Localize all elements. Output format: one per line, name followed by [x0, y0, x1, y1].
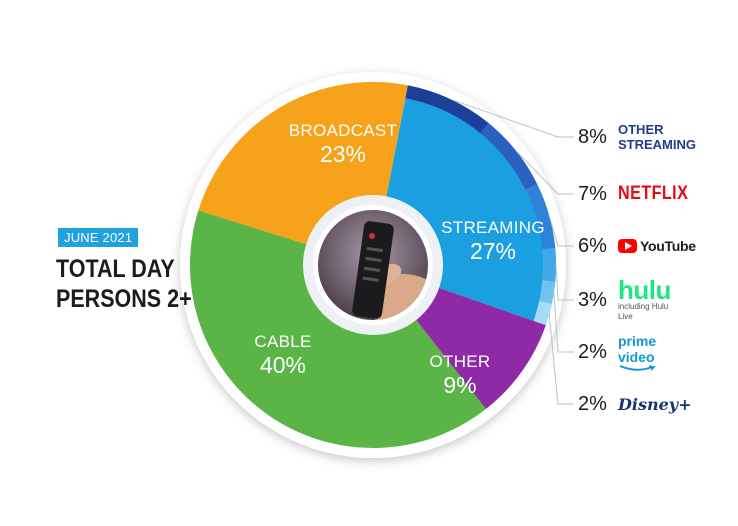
sub-slice-hulu-logo	[542, 247, 557, 282]
slice-name: CABLE	[254, 332, 312, 351]
legend-label: prime video	[618, 332, 657, 365]
legend-label: Disney+	[618, 394, 692, 414]
legend-label: OTHER STREAMING	[618, 122, 696, 152]
disney-plus-logo-icon: Disney+	[618, 384, 691, 424]
legend-label: NETFLIX	[618, 183, 689, 204]
title-line-2: PERSONS 2+	[56, 285, 192, 313]
slice-percent: 23%	[319, 141, 367, 167]
prime-video-logo-icon: prime video	[618, 332, 656, 372]
date-badge: JUNE 2021	[58, 228, 139, 247]
sub-slice-other-streaming-text	[405, 85, 489, 133]
leader-line-hulu-logo	[555, 264, 574, 301]
leader-line-other-streaming-text	[450, 98, 574, 138]
legend-sublabel: including Hulu Live	[618, 302, 669, 321]
title-line-1: TOTAL DAY	[56, 255, 175, 283]
legend-percent: 2%	[578, 393, 607, 415]
slice-name: STREAMING	[441, 218, 545, 237]
netflix-logo-icon: NETFLIX	[618, 174, 701, 214]
legend-label: YouTube	[640, 238, 696, 254]
slice-label-broadcast: BROADCAST 23%	[289, 122, 398, 166]
leader-line-prime-video-logo	[553, 292, 574, 353]
leader-line-youtube-logo	[548, 214, 574, 247]
sub-slice-youtube-logo	[525, 183, 556, 250]
legend-percent: 6%	[578, 235, 607, 257]
legend-percent: 3%	[578, 289, 607, 311]
youtube-play-icon	[618, 239, 637, 253]
legend-percent: 2%	[578, 341, 607, 363]
slice-percent: 40%	[259, 352, 307, 378]
slice-percent: 27%	[469, 238, 517, 264]
hulu-logo-icon: hulu including Hulu Live	[618, 275, 671, 321]
leader-line-disney-plus-logo	[548, 314, 574, 405]
slice-streaming	[384, 85, 556, 326]
sub-slice-prime-video-logo	[539, 280, 556, 304]
slice-label-streaming: STREAMING 27%	[441, 219, 545, 263]
legend-label: hulu	[618, 275, 671, 305]
sub-slice-netflix-logo	[480, 122, 537, 190]
slice-other	[408, 284, 546, 410]
slice-name: BROADCAST	[288, 121, 398, 140]
chart-title: TOTAL DAY PERSONS 2+	[56, 254, 192, 314]
legend-percent: 8%	[578, 126, 607, 148]
slice-label-other: OTHER 9%	[430, 353, 491, 397]
prime-smile-icon	[619, 364, 656, 371]
slice-label-cable: CABLE 40%	[254, 333, 311, 377]
slice-cable	[190, 210, 486, 448]
leader-line-netflix-logo	[515, 150, 574, 195]
other-streaming-text-icon: OTHER STREAMING	[618, 117, 696, 157]
youtube-logo-icon: YouTube	[618, 226, 696, 266]
sub-slice-disney-plus-logo	[533, 300, 552, 326]
slice-name: OTHER	[429, 352, 491, 371]
slice-percent: 9%	[443, 372, 477, 398]
legend-percent: 7%	[578, 183, 607, 205]
tv-remote-photo-icon	[318, 210, 428, 320]
